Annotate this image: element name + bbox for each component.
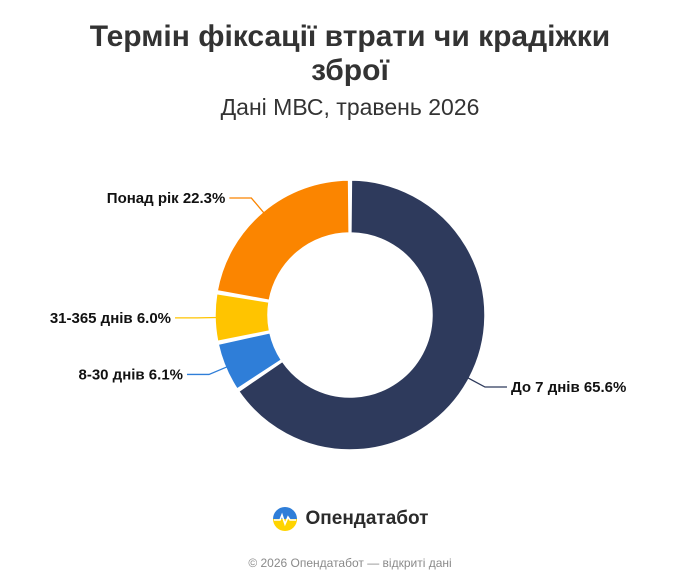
leader-line-до-7-днів (467, 377, 507, 388)
slice-31-365-днів (214, 292, 271, 343)
slice-label-31-365-днів: 31-365 днів 6.0% (50, 310, 171, 327)
slice-до-7-днів (237, 179, 486, 451)
brand-name: Опендатабот (305, 508, 429, 529)
slice-label-понад-рік: Понад рік 22.3% (107, 190, 226, 207)
chart-title: Термін фіксації втрати чи крадіжки зброї (89, 20, 611, 87)
brand: Опендатабот (0, 506, 700, 532)
leader-line-понад-рік (229, 197, 265, 214)
opendatabot-logo-icon (272, 507, 297, 531)
slice-8-30-днів (217, 331, 283, 391)
donut-chart: До 7 днів 65.6% 8-30 днів 6.1% 31-365 днів… (50, 179, 626, 451)
slice-понад-рік (216, 179, 350, 302)
copyright: © 2026 Опендатабот — відкриті дані (248, 556, 452, 570)
chart-subtitle: Дані МВС, травень 2026 (220, 94, 480, 120)
slice-label-8-30-днів: 8-30 днів 6.1% (78, 366, 183, 383)
leader-line-8-30-днів (187, 366, 228, 376)
slice-label-до-7-днів: До 7 днів 65.6% (511, 379, 626, 396)
